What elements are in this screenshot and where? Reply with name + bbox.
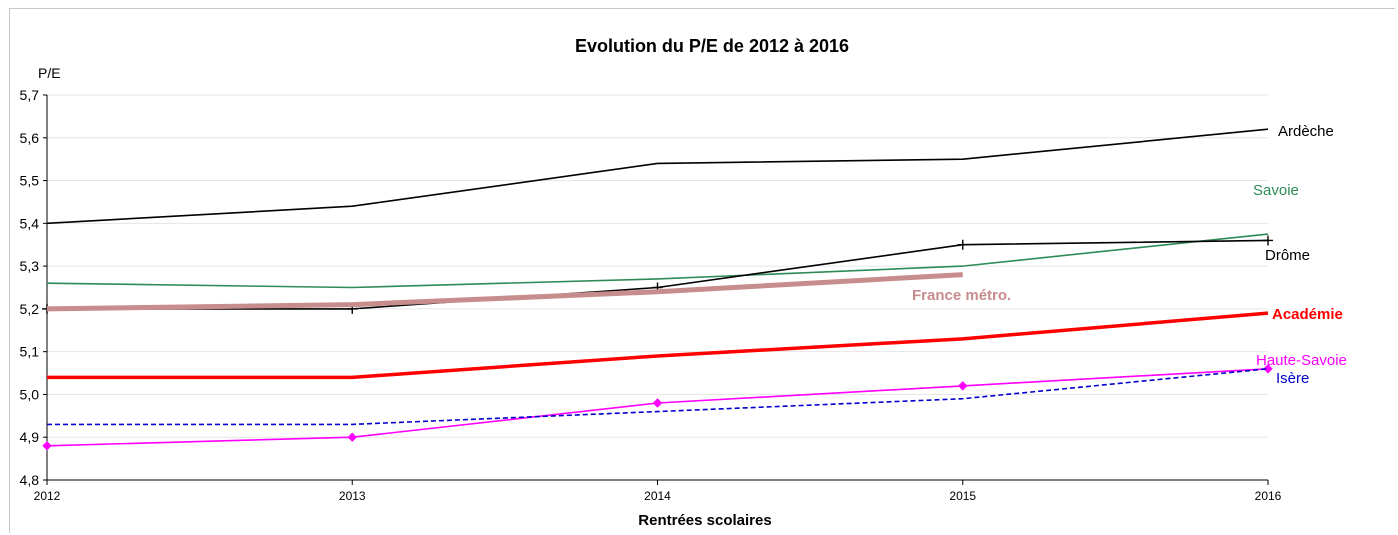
data-point — [1263, 364, 1273, 374]
series-line-is-re — [47, 367, 1269, 426]
x-tick-label: 2014 — [644, 489, 671, 503]
series-label: Savoie — [1253, 182, 1299, 199]
series-label: France métro. — [912, 287, 1011, 304]
y-tick-label: 5,5 — [20, 173, 40, 189]
series-line-dr-me — [47, 239, 1269, 310]
data-point — [42, 441, 52, 451]
series-label: Isère — [1276, 370, 1309, 387]
series-line-france-m-tro- — [46, 272, 963, 312]
series-labels: Ardèche Savoie Drôme France métro. Académie H… — [912, 123, 1347, 387]
y-tick-label: 5,7 — [20, 87, 40, 103]
series-label: Drôme — [1265, 247, 1310, 264]
chart-title: Evolution du P/E de 2012 à 2016 — [575, 36, 849, 56]
y-tick-label: 5,2 — [20, 301, 40, 317]
y-tick-label: 5,4 — [20, 215, 40, 231]
chart-frame — [9, 8, 1395, 533]
data-point — [957, 239, 968, 250]
axes: 4,8 4,9 5,0 5,1 5,2 5,3 5,4 5,5 5,6 5,7 2012 2013 20… — [20, 87, 1282, 503]
series-line-acad-mie — [47, 311, 1269, 380]
y-tick-label: 4,9 — [20, 429, 40, 445]
y-tick-label: 5,6 — [20, 130, 40, 146]
gridlines — [47, 94, 1268, 438]
x-tick-label: 2012 — [34, 489, 61, 503]
y-tick-label: 5,3 — [20, 258, 40, 274]
x-axis-label: Rentrées scolaires — [638, 512, 771, 529]
series-line-ard-che — [46, 128, 1269, 225]
data-point — [958, 381, 968, 391]
series-line-savoie — [46, 233, 1269, 289]
data-point — [1263, 235, 1273, 246]
y-axis-label: P/E — [38, 65, 61, 81]
y-tick-label: 5,0 — [20, 386, 40, 402]
data-point — [347, 432, 357, 442]
series-lines — [42, 128, 1273, 451]
data-point — [652, 398, 663, 408]
series-label: Haute-Savoie — [1256, 352, 1347, 369]
x-tick-label: 2016 — [1255, 489, 1282, 503]
x-tick-label: 2013 — [339, 489, 366, 503]
series-label: Académie — [1272, 306, 1343, 323]
series-label: Ardèche — [1278, 123, 1334, 140]
y-tick-label: 4,8 — [20, 472, 40, 488]
x-tick-label: 2015 — [949, 489, 976, 503]
y-tick-label: 5,1 — [20, 344, 40, 360]
